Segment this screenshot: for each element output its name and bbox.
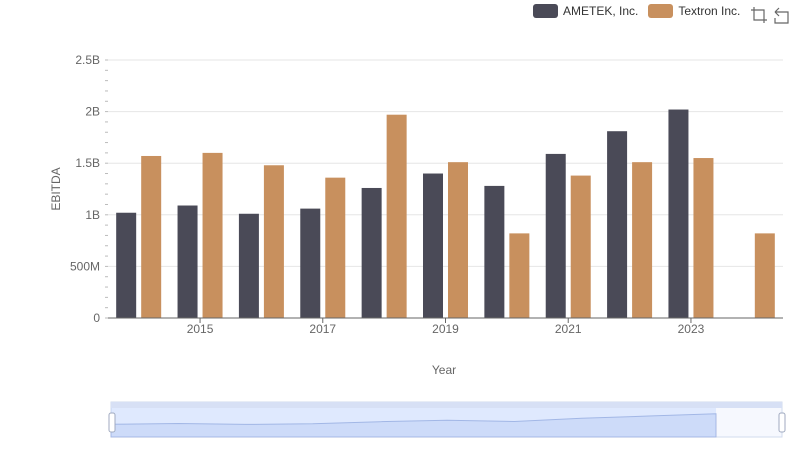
x-tick-label: 2023	[678, 322, 705, 336]
y-tick-label: 1B	[85, 208, 100, 222]
x-axis: 2015 2017 2019 2021 2023	[108, 317, 783, 336]
bar-textron-2023[interactable]	[693, 158, 714, 318]
bar-textron-2020[interactable]	[509, 233, 530, 318]
legend-item-ametek[interactable]: AMETEK, Inc.	[533, 4, 638, 18]
x-tick-label: 2021	[555, 322, 582, 336]
datazoom-slider[interactable]	[108, 401, 786, 438]
legend: AMETEK, Inc. Textron Inc.	[533, 4, 750, 18]
bar-ametek-2021[interactable]	[545, 153, 566, 318]
bar-textron-2018[interactable]	[386, 114, 407, 318]
legend-item-textron[interactable]: Textron Inc.	[648, 4, 740, 18]
y-axis: 0 500M 1B 1.5B 2B 2.5B	[70, 53, 108, 325]
datazoom-left-handle[interactable]	[108, 412, 116, 433]
legend-swatch-textron	[648, 4, 674, 18]
bar-textron-2017[interactable]	[325, 177, 346, 318]
toolbox	[746, 6, 790, 24]
bar-textron-2019[interactable]	[448, 162, 468, 318]
legend-label-ametek: AMETEK, Inc.	[563, 4, 639, 18]
zoom-icon[interactable]	[750, 6, 768, 24]
bar-textron-2014[interactable]	[141, 155, 162, 318]
bar-ametek-2019[interactable]	[423, 173, 443, 318]
x-tick-label: 2015	[187, 322, 214, 336]
bar-ametek-2017[interactable]	[300, 208, 321, 318]
restore-icon[interactable]	[772, 6, 790, 24]
datazoom-right-handle[interactable]	[778, 412, 786, 433]
bar-textron-2021[interactable]	[570, 175, 591, 318]
bar-ametek-2020[interactable]	[484, 185, 505, 318]
legend-label-textron: Textron Inc.	[678, 4, 741, 18]
y-tick-label: 2B	[85, 105, 100, 119]
bar-ametek-2022[interactable]	[607, 131, 628, 318]
bar-ametek-2014[interactable]	[116, 212, 137, 318]
bar-textron-2016[interactable]	[263, 165, 284, 318]
datazoom-preview	[110, 413, 717, 438]
bar-textron-2024[interactable]	[754, 233, 775, 318]
y-axis-title: EBITDA	[49, 167, 63, 210]
bar-ametek-2018[interactable]	[361, 187, 382, 318]
x-tick-label: 2019	[432, 322, 459, 336]
y-tick-label: 0	[93, 311, 100, 325]
bar-textron-2015[interactable]	[202, 152, 223, 318]
bar-ametek-2015[interactable]	[177, 205, 198, 318]
bar-ametek-2016[interactable]	[238, 213, 259, 318]
y-tick-label: 1.5B	[75, 156, 100, 170]
bar-textron-2022[interactable]	[632, 162, 653, 318]
x-axis-title: Year	[432, 363, 456, 377]
datazoom-selection[interactable]	[111, 408, 716, 437]
legend-swatch-ametek	[533, 4, 558, 18]
datazoom-top-bar[interactable]	[111, 402, 782, 408]
y-tick-label: 500M	[70, 259, 100, 273]
y-tick-label: 2.5B	[75, 53, 100, 67]
x-tick-label: 2017	[309, 322, 336, 336]
bars	[116, 109, 775, 318]
bar-ametek-2023[interactable]	[668, 109, 689, 318]
